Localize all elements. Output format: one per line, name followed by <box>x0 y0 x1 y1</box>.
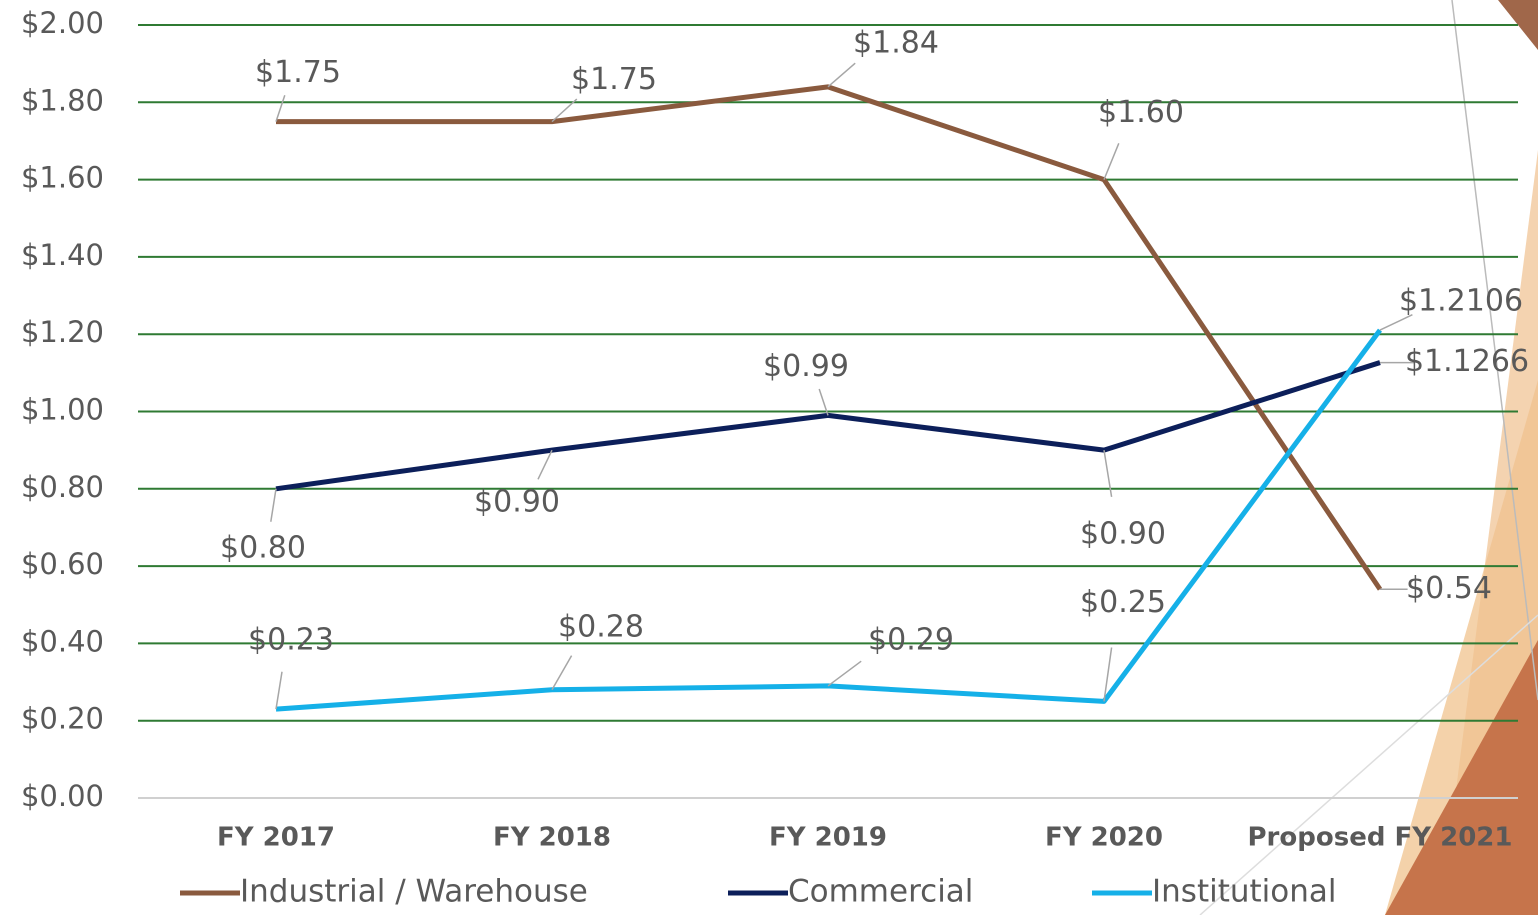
data-label: $0.54 <box>1406 571 1492 606</box>
y-tick-label: $1.20 <box>21 315 104 349</box>
y-tick-label: $1.40 <box>21 238 104 272</box>
series-line <box>276 330 1380 709</box>
leader-line <box>828 63 855 87</box>
legend-label: Commercial <box>788 874 973 910</box>
data-label: $1.60 <box>1098 95 1184 130</box>
y-tick-label: $0.20 <box>21 702 104 736</box>
x-tick-label: FY 2019 <box>769 823 887 853</box>
data-label: $1.75 <box>255 55 341 90</box>
leader-line <box>1104 450 1112 497</box>
y-tick-label: $0.80 <box>21 470 104 504</box>
x-tick-label: Proposed FY 2021 <box>1248 823 1513 853</box>
leader-line <box>1104 143 1119 179</box>
leader-line <box>538 450 552 479</box>
decoration <box>1200 0 1538 915</box>
data-label: $0.80 <box>220 530 306 565</box>
legend-label: Industrial / Warehouse <box>240 874 588 910</box>
data-label: $0.29 <box>868 622 954 657</box>
y-tick-label: $1.00 <box>21 393 104 427</box>
x-tick-label: FY 2017 <box>217 823 335 853</box>
data-label: $0.23 <box>248 623 334 658</box>
data-label: $0.25 <box>1080 585 1166 620</box>
data-label: $0.90 <box>474 485 560 520</box>
data-label: $1.1266 <box>1405 344 1529 379</box>
data-label: $0.90 <box>1080 517 1166 552</box>
x-tick-label: FY 2018 <box>493 823 611 853</box>
y-tick-label: $0.00 <box>21 779 104 813</box>
series-line <box>276 87 1380 589</box>
data-label: $1.84 <box>853 25 939 60</box>
leader-line <box>276 672 282 709</box>
x-tick-label: FY 2020 <box>1045 823 1163 853</box>
y-tick-label: $1.60 <box>21 161 104 195</box>
data-label: $0.28 <box>558 609 644 644</box>
legend-label: Institutional <box>1152 874 1337 910</box>
leader-line <box>276 95 285 121</box>
y-tick-label: $2.00 <box>21 6 104 40</box>
y-tick-label: $0.40 <box>21 624 104 658</box>
data-label: $1.2106 <box>1399 284 1523 319</box>
data-label: $1.75 <box>571 62 657 97</box>
y-tick-label: $1.80 <box>21 83 104 117</box>
leader-line <box>271 489 276 522</box>
chart: $0.00 $0.20 $0.40 $0.60 $0.80 $1.00 $1.20 $1.40… <box>0 0 1538 915</box>
leader-line <box>828 661 861 686</box>
y-tick-label: $0.60 <box>21 547 104 581</box>
data-label: $0.99 <box>763 349 849 384</box>
leader-line <box>552 656 572 690</box>
